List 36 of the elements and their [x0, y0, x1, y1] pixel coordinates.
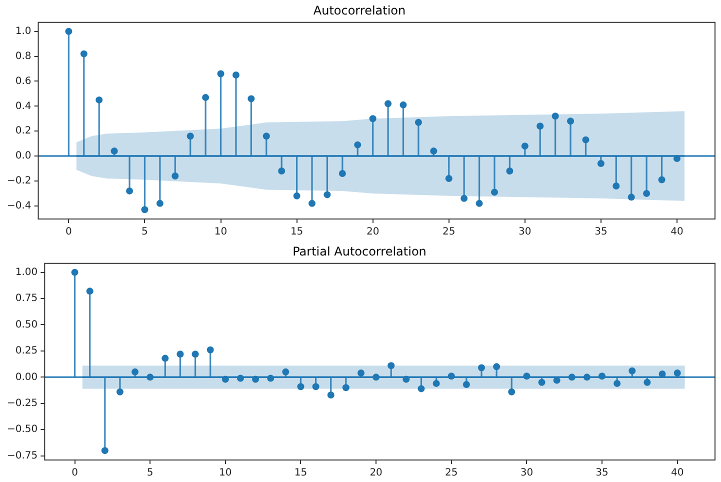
- x-tick-label: 35: [594, 226, 608, 238]
- chart-title: Partial Autocorrelation: [292, 244, 426, 258]
- y-tick-label: 0.50: [15, 319, 38, 330]
- x-tick-label: 30: [520, 468, 534, 479]
- x-tick-label: 10: [219, 468, 232, 479]
- y-tick-label: 1.0: [15, 26, 32, 37]
- y-tick-label: 1.00: [15, 266, 38, 278]
- y-tick-label: 0.2: [15, 126, 32, 137]
- x-tick-label: 15: [294, 468, 308, 479]
- y-tick-label: 0.0: [15, 150, 32, 162]
- x-tick-label: 0: [66, 226, 72, 238]
- y-tick-label: −0.75: [6, 450, 38, 462]
- y-tick-label: 0.00: [15, 372, 38, 383]
- x-tick-label: 20: [370, 468, 382, 479]
- y-tick-label: 0.75: [15, 293, 38, 304]
- x-tick-label: 35: [596, 468, 608, 479]
- chart-title: Autocorrelation: [313, 3, 406, 18]
- x-tick-label: 5: [146, 468, 154, 479]
- x-tick-label: 0: [72, 468, 78, 479]
- x-tick-label: 15: [290, 226, 304, 238]
- x-tick-label: 5: [142, 226, 148, 238]
- x-tick-label: 25: [442, 226, 456, 238]
- y-tick-label: 0.8: [15, 50, 32, 62]
- y-tick-label: −0.25: [6, 398, 38, 409]
- x-tick-label: 20: [366, 226, 380, 238]
- y-tick-label: −0.4: [6, 200, 32, 212]
- x-tick-label: 40: [670, 468, 684, 479]
- y-tick-label: 0.25: [15, 346, 38, 357]
- x-tick-label: 10: [214, 226, 228, 238]
- y-tick-label: −0.2: [6, 176, 32, 187]
- x-tick-label: 30: [518, 226, 532, 238]
- y-tick-label: −0.50: [6, 424, 38, 436]
- y-tick-label: 0.4: [15, 100, 32, 112]
- x-tick-label: 40: [670, 226, 684, 238]
- x-tick-label: 25: [445, 468, 458, 479]
- y-tick-label: 0.6: [15, 76, 32, 87]
